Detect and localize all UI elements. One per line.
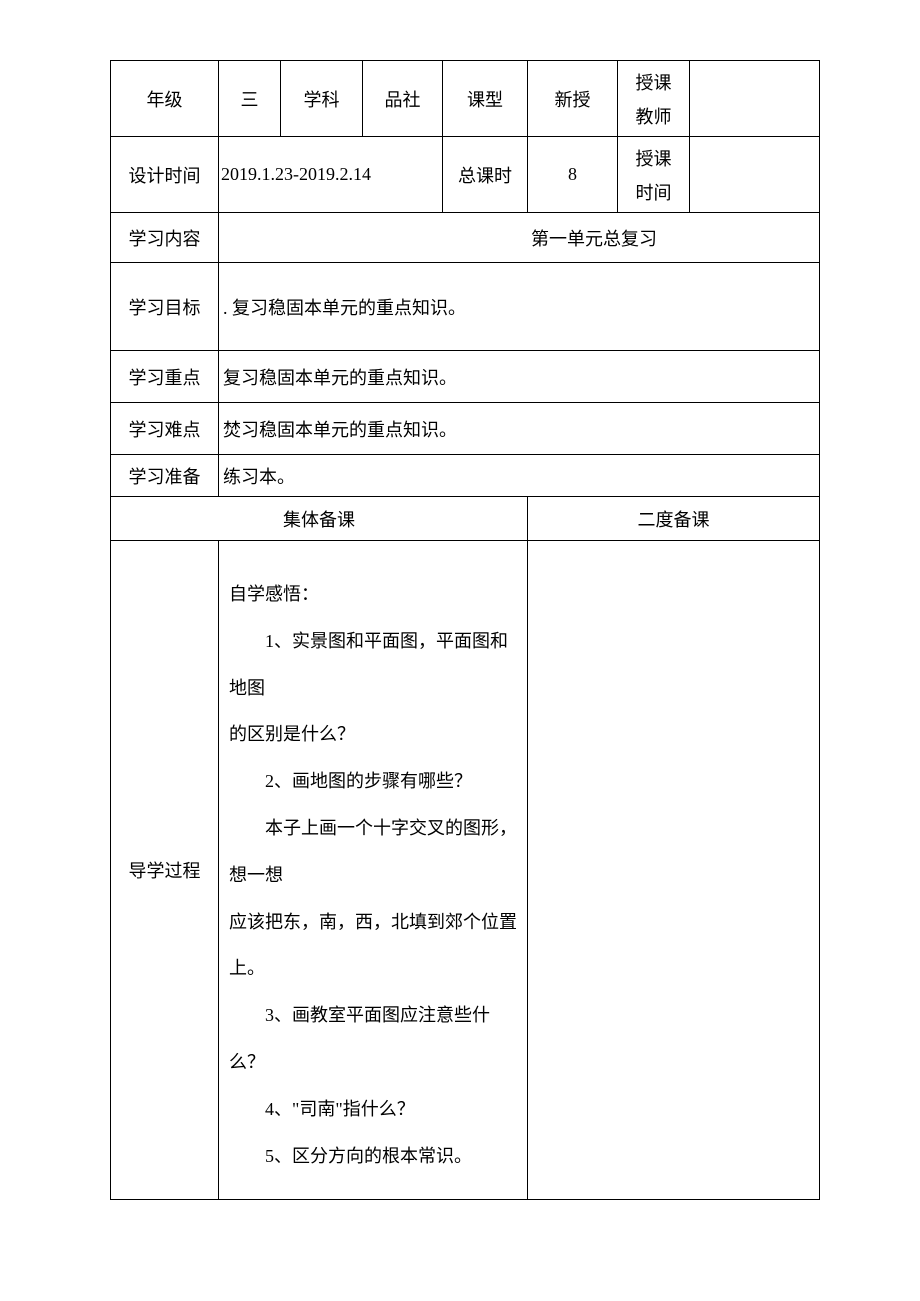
content-q4: 4、"司南"指什么？ [229,1086,517,1133]
content-row: 学习内容 第一单元总复习 [111,213,820,263]
prep-row: 学习准备 练习本。 [111,455,820,497]
keypoint-value: 复习稳固本单元的重点知识。 [219,351,820,403]
content-q2: 2、画地图的步骤有哪些？ [229,758,517,805]
teach-time-label: 授课 时间 [618,137,690,213]
section-header-row: 集体备课 二度备课 [111,497,820,541]
second-label: 二度备课 [528,497,820,541]
content-q3: 3、画教室平面图应注意些什么？ [229,992,517,1086]
content-q5: 5、区分方向的根本常识。 [229,1133,517,1180]
teacher-value [690,61,820,137]
goal-row: 学习目标 . 复习稳固本单元的重点知识。 [111,263,820,351]
teach-time-label-line1: 授课 [618,145,689,171]
goal-label: 学习目标 [111,263,219,351]
second-content [528,541,820,1200]
subject-label: 学科 [281,61,363,137]
content-label: 学习内容 [111,213,219,263]
goal-value: . 复习稳固本单元的重点知识。 [219,263,820,351]
group-label: 集体备课 [111,497,528,541]
total-hours-value: 8 [528,137,618,213]
grade-value: 三 [219,61,281,137]
difficulty-label: 学习难点 [111,403,219,455]
teach-time-value [690,137,820,213]
prep-value: 练习本。 [219,455,820,497]
type-value: 新授 [528,61,618,137]
difficulty-row: 学习难点 焚习稳固本单元的重点知识。 [111,403,820,455]
teacher-label-line2: 教师 [618,103,689,129]
type-label: 课型 [443,61,528,137]
content-q2b: 本子上画一个十字交叉的图形，想一想 [229,805,517,899]
teacher-label: 授课 教师 [618,61,690,137]
teach-time-label-line2: 时间 [618,179,689,205]
subject-value: 品社 [363,61,443,137]
content-q2c: 应该把东，南，西，北填到郊个位置上。 [229,899,517,993]
total-hours-label: 总课时 [443,137,528,213]
process-row: 导学过程 自学感悟： 1、实景图和平面图，平面图和地图 的区别是什么？ 2、画地… [111,541,820,1200]
difficulty-value: 焚习稳固本单元的重点知识。 [219,403,820,455]
lesson-plan-table: 年级 三 学科 品社 课型 新授 授课 教师 设计时间 2019.1.23-20… [110,60,820,1200]
content-q1: 1、实景图和平面图，平面图和地图 [229,618,517,712]
process-label: 导学过程 [111,541,219,1200]
content-value: 第一单元总复习 [219,213,820,263]
header-row-2: 设计时间 2019.1.23-2019.2.14 总课时 8 授课 时间 [111,137,820,213]
content-title: 自学感悟： [229,571,517,618]
keypoint-row: 学习重点 复习稳固本单元的重点知识。 [111,351,820,403]
design-time-value: 2019.1.23-2019.2.14 [219,137,443,213]
header-row-1: 年级 三 学科 品社 课型 新授 授课 教师 [111,61,820,137]
content-q1b: 的区别是什么？ [229,711,517,758]
prep-label: 学习准备 [111,455,219,497]
teacher-label-line1: 授课 [618,69,689,95]
grade-label: 年级 [111,61,219,137]
design-time-label: 设计时间 [111,137,219,213]
keypoint-label: 学习重点 [111,351,219,403]
process-content: 自学感悟： 1、实景图和平面图，平面图和地图 的区别是什么？ 2、画地图的步骤有… [219,541,528,1200]
